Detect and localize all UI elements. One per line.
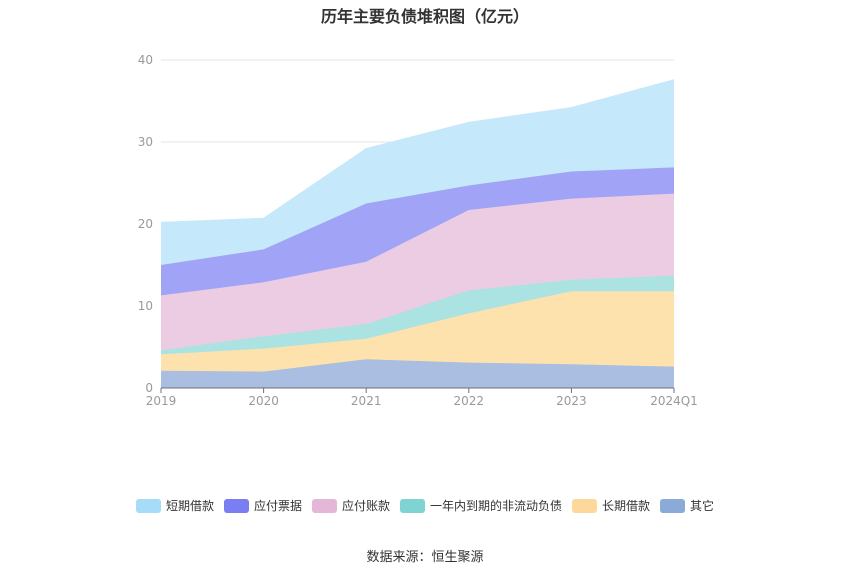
x-tick-label: 2024Q1 <box>650 394 698 408</box>
area-series <box>161 359 674 388</box>
x-tick-label: 2023 <box>556 394 587 408</box>
chart-legend: 短期借款 应付票据 应付账款 一年内到期的非流动负债 长期借款 其它 <box>0 497 850 514</box>
legend-item[interactable]: 其它 <box>660 497 714 514</box>
x-tick-label: 2021 <box>351 394 382 408</box>
chart-title: 历年主要负债堆积图（亿元） <box>320 7 529 26</box>
area-series <box>161 193 674 351</box>
legend-item[interactable]: 一年内到期的非流动负债 <box>400 497 562 514</box>
y-tick-label: 40 <box>138 53 153 67</box>
area-series <box>161 275 674 355</box>
legend-label: 短期借款 <box>165 499 214 513</box>
data-source-label: 数据来源：恒生聚源 <box>366 550 484 565</box>
y-tick-label: 30 <box>138 135 153 149</box>
legend-swatch <box>135 498 161 513</box>
legend-label: 应付账款 <box>341 499 390 513</box>
legend-item[interactable]: 短期借款 <box>135 497 214 514</box>
y-tick-label: 10 <box>138 299 153 313</box>
legend-label: 应付票据 <box>253 499 302 513</box>
area-series-edge <box>160 79 675 223</box>
area-series <box>161 167 674 296</box>
area-series <box>161 79 674 266</box>
area-series-edge <box>160 358 675 373</box>
legend-label: 一年内到期的非流动负债 <box>430 499 563 513</box>
legend-swatch <box>400 498 425 513</box>
legend-label: 长期借款 <box>602 499 651 513</box>
x-tick-label: 2020 <box>248 394 279 408</box>
legend-swatch <box>223 498 249 513</box>
legend-item[interactable]: 长期借款 <box>572 497 650 514</box>
y-tick-label: 20 <box>138 217 153 231</box>
x-tick-label: 2019 <box>146 394 177 408</box>
legend-swatch <box>311 498 337 513</box>
legend-item[interactable]: 应付票据 <box>223 497 302 514</box>
x-tick-label: 2022 <box>454 394 485 408</box>
legend-item[interactable]: 应付账款 <box>311 497 390 514</box>
legend-label: 其它 <box>690 499 715 513</box>
legend-swatch <box>660 498 686 513</box>
area-series <box>161 291 674 372</box>
legend-swatch <box>572 498 598 513</box>
y-tick-label: 0 <box>145 381 153 395</box>
